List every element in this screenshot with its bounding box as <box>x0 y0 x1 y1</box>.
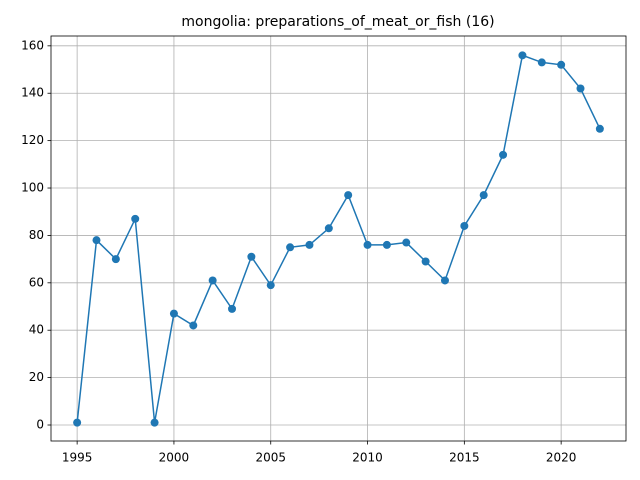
data-point <box>189 321 198 330</box>
y-tick-label: 100 <box>21 181 44 195</box>
data-point <box>208 276 217 285</box>
data-point <box>537 58 546 67</box>
data-point <box>111 255 120 264</box>
data-point <box>344 191 353 200</box>
y-tick-label: 140 <box>21 86 44 100</box>
chart-title: mongolia: preparations_of_meat_or_fish (… <box>181 14 494 30</box>
data-point <box>305 240 314 249</box>
data-point <box>557 60 566 69</box>
data-point <box>479 191 488 200</box>
y-tick-label: 80 <box>29 228 44 242</box>
data-point <box>518 51 527 60</box>
data-point <box>150 418 159 427</box>
data-point <box>286 243 295 252</box>
data-point <box>440 276 449 285</box>
y-tick-label: 60 <box>29 275 44 289</box>
data-point <box>131 214 140 223</box>
data-point <box>576 84 585 93</box>
data-point <box>92 236 101 245</box>
x-tick-label: 2020 <box>546 451 577 465</box>
y-tick-label: 40 <box>29 323 44 337</box>
y-tick-label: 160 <box>21 38 44 52</box>
x-tick-label: 2000 <box>159 451 190 465</box>
y-tick-label: 120 <box>21 133 44 147</box>
data-point <box>247 252 256 261</box>
data-point <box>499 150 508 159</box>
x-tick-label: 1995 <box>62 451 93 465</box>
data-point <box>382 240 391 249</box>
data-point <box>73 418 82 427</box>
series-line <box>76 54 601 423</box>
data-point <box>266 281 275 290</box>
plot-frame <box>50 35 627 442</box>
y-tick-label: 0 <box>36 418 44 432</box>
y-tick-label: 20 <box>29 370 44 384</box>
data-point <box>324 224 333 233</box>
data-point <box>595 124 604 133</box>
x-tick-label: 2015 <box>449 451 480 465</box>
data-point <box>363 240 372 249</box>
data-point <box>460 221 469 230</box>
data-point <box>402 238 411 247</box>
data-point <box>228 304 237 313</box>
x-tick-label: 2010 <box>352 451 383 465</box>
x-tick-label: 2005 <box>255 451 286 465</box>
data-point <box>169 309 178 318</box>
data-point <box>421 257 430 266</box>
